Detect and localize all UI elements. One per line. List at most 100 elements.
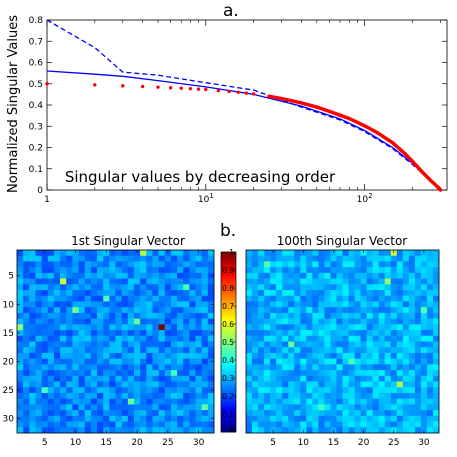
heatmap-cell	[420, 375, 428, 382]
heatmap-cell	[127, 347, 135, 354]
heatmap-cell	[396, 261, 404, 268]
panel-a-label: a.	[223, 1, 239, 21]
heatmap-cell	[84, 318, 92, 325]
heatmap-cell	[115, 295, 122, 302]
heatmap-cell	[420, 318, 428, 325]
heatmap-cell	[324, 250, 331, 257]
heatmap-cell	[84, 295, 92, 302]
heatmap-cell	[426, 392, 434, 399]
heatmap-cell	[140, 381, 147, 388]
heatmap-cell	[103, 352, 110, 359]
heatmap-cell	[109, 318, 116, 325]
heatmap-cell	[66, 387, 73, 394]
heatmap-cell	[121, 375, 129, 382]
heatmap-cell	[282, 278, 289, 285]
heatmap-cell	[426, 427, 434, 434]
heatmap-cell	[84, 335, 92, 342]
heatmap-cell	[288, 290, 295, 297]
heatmap-cell	[84, 341, 92, 348]
heatmap-cell	[41, 410, 49, 417]
heatmap-cell	[90, 255, 98, 262]
heatmap-cell	[324, 272, 331, 279]
heatmap-cell	[170, 301, 178, 308]
heatmap-cell	[29, 370, 36, 377]
colorbar-segment	[221, 339, 236, 343]
heatmap-cell	[127, 421, 135, 428]
heatmap-cell	[41, 261, 49, 268]
heatmap-cell	[378, 341, 386, 348]
heatmap-cell	[282, 370, 289, 377]
heatmap-cell	[276, 250, 283, 257]
heatmap-cell	[140, 261, 147, 268]
heatmap-cell	[201, 370, 209, 377]
heatmap-cell	[47, 301, 55, 308]
heatmap-cell	[140, 250, 147, 257]
heatmap-cell	[189, 352, 196, 359]
heatmap-cell	[426, 295, 434, 302]
heatmap-cell	[41, 267, 49, 274]
heatmap-cell	[354, 381, 361, 388]
heatmap-cell	[246, 295, 253, 302]
heatmap-cell	[207, 341, 215, 348]
heatmap-cell	[390, 318, 398, 325]
heatmap-cell	[378, 421, 386, 428]
heatmap-cell	[288, 261, 295, 268]
heatmap-cell	[312, 312, 319, 319]
heatmap-cell	[201, 358, 209, 365]
heatmap-cell	[109, 387, 116, 394]
heatmap-cell	[336, 290, 343, 297]
heatmap-cell	[312, 290, 319, 297]
heatmap-cell	[17, 272, 24, 279]
heatmap-cell	[29, 387, 36, 394]
heatmap-cell	[53, 312, 61, 319]
heatmap-cell	[23, 330, 30, 337]
heatmap-cell	[300, 358, 307, 365]
heatmap-cell	[294, 290, 301, 297]
heatmap-cell	[372, 410, 379, 417]
heatmap-cell	[378, 364, 386, 371]
y-tick-label: 0.7	[29, 37, 43, 47]
heatmap-cell	[146, 398, 153, 405]
heatmap-cell	[264, 404, 271, 411]
heatmap-cell	[103, 290, 110, 297]
heatmap-cell	[252, 284, 259, 291]
heatmap-cell	[35, 330, 42, 337]
heatmap-cell	[127, 398, 135, 405]
heatmap-cell	[348, 255, 355, 262]
heatmap-cell	[146, 341, 153, 348]
heatmap-cell	[170, 341, 178, 348]
heatmap-cell	[177, 267, 184, 274]
heatmap-cell	[282, 255, 289, 262]
heatmap-cell	[426, 352, 434, 359]
heatmap-cell	[264, 387, 271, 394]
heatmap-cell	[318, 352, 325, 359]
colorbar-segment	[221, 322, 236, 326]
heatmap-cell	[84, 301, 92, 308]
heatmap-cell	[41, 301, 49, 308]
heatmap-cell	[127, 318, 135, 325]
colorbar-segment	[221, 311, 236, 315]
heatmap-cell	[189, 387, 196, 394]
heatmap-cell	[276, 301, 283, 308]
heatmap-cell	[270, 364, 277, 371]
heatmap-cell	[408, 392, 416, 399]
heatmap-cell	[378, 330, 386, 337]
heatmap-cell	[432, 267, 440, 274]
heatmap-cell	[336, 375, 343, 382]
heatmap-cell	[177, 324, 184, 331]
heatmap-cell	[318, 335, 325, 342]
heatmap-cell	[390, 421, 398, 428]
heatmap-cell	[84, 261, 92, 268]
heatmap-cell	[294, 330, 301, 337]
heatmap-cell	[121, 295, 129, 302]
heatmap-cell	[288, 392, 295, 399]
heatmap-cell	[158, 312, 166, 319]
heatmap-cell	[318, 410, 325, 417]
heatmap-cell	[288, 358, 295, 365]
heatmap-cell	[420, 278, 428, 285]
heatmap-cell	[115, 318, 122, 325]
heatmap-cell	[158, 324, 166, 331]
heatmap-cell	[276, 290, 283, 297]
heatmap-cell	[300, 255, 307, 262]
heatmap-cell	[195, 392, 202, 399]
